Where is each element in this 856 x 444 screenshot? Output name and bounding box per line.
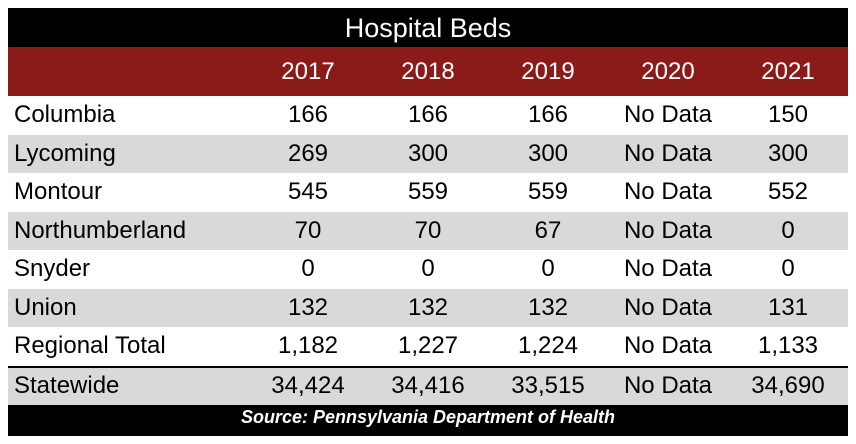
row-value: 166 (287, 101, 329, 129)
hospital-beds-table: Hospital Beds 2017 2018 2019 2020 2021 C… (8, 8, 848, 436)
row-value: 132 (407, 293, 449, 321)
table-row-union: Union 132 132 132 No Data 131 (8, 288, 848, 327)
row-value: 0 (781, 255, 795, 283)
source-footnote: Source: Pennsylvania Department of Healt… (240, 407, 616, 427)
row-value: 132 (527, 293, 569, 321)
row-value: 1,133 (757, 332, 819, 360)
row-value: No Data (623, 216, 713, 244)
row-value: No Data (623, 178, 713, 206)
row-value: No Data (623, 101, 713, 129)
table-header-row: 2017 2018 2019 2020 2021 (8, 47, 848, 96)
table-row-regional-total: Regional Total 1,182 1,227 1,224 No Data… (8, 327, 848, 366)
table-body: Columbia 166 166 166 No Data 150 Lycomin… (8, 96, 848, 405)
row-value: 150 (767, 101, 809, 129)
row-value: 33,515 (511, 372, 585, 399)
row-value: No Data (623, 372, 713, 399)
row-label: Snyder (14, 255, 91, 283)
row-value: 166 (527, 101, 569, 129)
header-cell-2017: 2017 (281, 57, 335, 85)
row-value: 34,424 (271, 372, 345, 399)
header-cell-label (8, 47, 248, 96)
header-cell-2020: 2020 (641, 57, 695, 85)
row-value: 0 (541, 255, 555, 283)
row-value: 132 (287, 293, 329, 321)
row-value: 1,224 (517, 332, 579, 360)
row-value: No Data (623, 255, 713, 283)
row-value: 1,182 (277, 332, 339, 360)
header-cell-2019: 2019 (521, 57, 575, 85)
row-label: Statewide (14, 372, 120, 399)
table-row-columbia: Columbia 166 166 166 No Data 150 (8, 96, 848, 135)
table-row-snyder: Snyder 0 0 0 No Data 0 (8, 250, 848, 289)
row-value: No Data (623, 332, 713, 360)
row-label: Northumberland (14, 216, 187, 244)
row-value: 559 (407, 178, 449, 206)
row-value: 545 (287, 178, 329, 206)
row-value: 70 (294, 216, 322, 244)
row-value: 67 (534, 216, 562, 244)
table-row-montour: Montour 545 559 559 No Data 552 (8, 173, 848, 212)
row-value: 300 (767, 139, 809, 167)
header-cell-2018: 2018 (401, 57, 455, 85)
row-value: 34,690 (751, 372, 825, 399)
table-row-statewide: Statewide 34,424 34,416 33,515 No Data 3… (8, 367, 848, 405)
row-value: 300 (527, 139, 569, 167)
row-value: 0 (301, 255, 315, 283)
row-value: 0 (421, 255, 435, 283)
row-value: 70 (414, 216, 442, 244)
row-value: 1,227 (397, 332, 459, 360)
row-value: 131 (767, 293, 809, 321)
header-cell-2021: 2021 (761, 57, 815, 85)
row-label: Montour (14, 178, 103, 206)
table-title: Hospital Beds (344, 13, 512, 43)
row-value: 300 (407, 139, 449, 167)
row-label: Lycoming (14, 139, 116, 167)
row-label: Union (14, 293, 77, 321)
row-value: 166 (407, 101, 449, 129)
row-value: 34,416 (391, 372, 465, 399)
row-value: No Data (623, 139, 713, 167)
row-value: 0 (781, 216, 795, 244)
row-value: No Data (623, 293, 713, 321)
row-value: 552 (767, 178, 809, 206)
row-label: Columbia (14, 101, 116, 129)
table-row-northumberland: Northumberland 70 70 67 No Data 0 (8, 211, 848, 250)
statewide-divider (8, 365, 848, 368)
row-label: Regional Total (14, 332, 166, 360)
row-value: 269 (287, 139, 329, 167)
row-value: 559 (527, 178, 569, 206)
table-row-lycoming: Lycoming 269 300 300 No Data 300 (8, 134, 848, 173)
